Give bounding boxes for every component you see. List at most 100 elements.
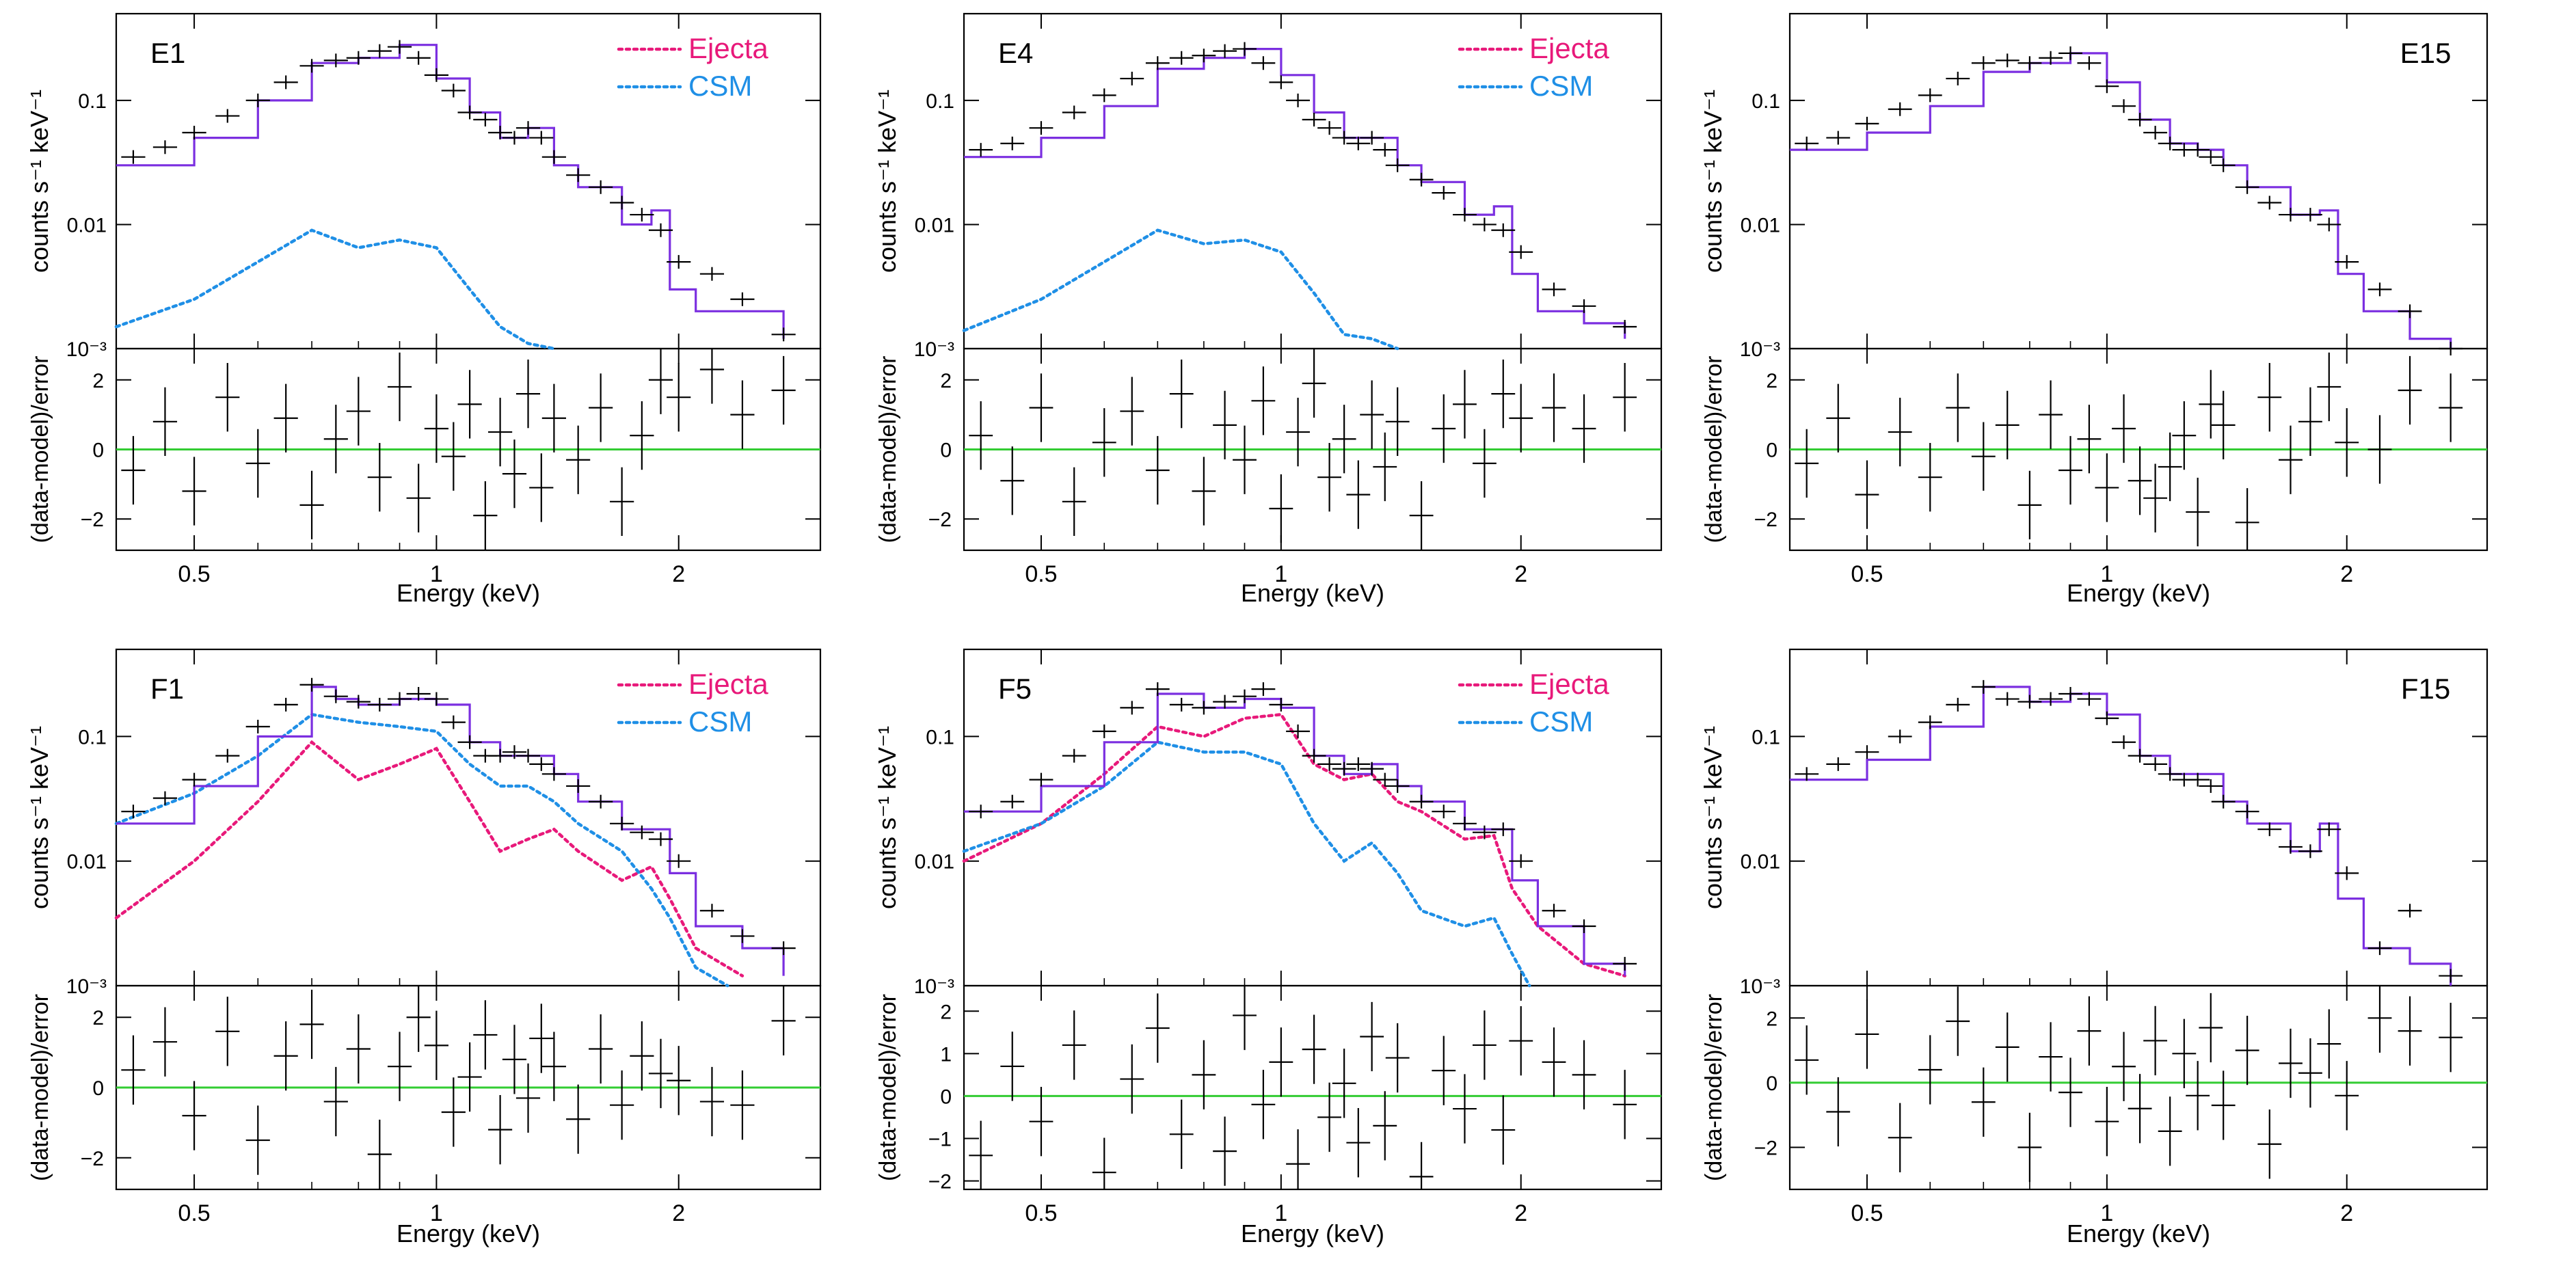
data-point	[1409, 794, 1434, 809]
x-tick-label: 1	[2100, 1200, 2113, 1226]
y-axis-label-top: counts s⁻¹ keV⁻¹	[1699, 90, 1727, 273]
y-tick-label-top: 0.1	[1752, 90, 1780, 113]
series-csm-line	[114, 712, 729, 988]
y-tick-label-top: 0.1	[78, 726, 107, 748]
residual-point	[215, 997, 240, 1066]
residual-point	[441, 422, 466, 491]
x-tick-label: 2	[672, 1200, 685, 1226]
residual-point	[299, 470, 324, 540]
residual-point	[1971, 422, 1996, 491]
data-point	[969, 805, 993, 819]
residual-point	[2279, 425, 2303, 494]
data-point	[1000, 136, 1025, 150]
residual-point	[182, 457, 206, 526]
data-point	[2398, 904, 2422, 918]
data-point	[566, 779, 591, 793]
data-point	[1213, 694, 1237, 709]
legend-label: Ejecta	[688, 32, 768, 64]
data-point	[367, 44, 392, 58]
residual-point	[1029, 1087, 1054, 1157]
residual-point	[1000, 1031, 1025, 1101]
model-step-line	[116, 686, 785, 976]
residual-point	[1360, 380, 1384, 449]
panel-label: F1	[150, 673, 184, 705]
data-point	[1346, 136, 1371, 150]
data-point	[1092, 724, 1116, 738]
residual-point	[2143, 463, 2168, 532]
residual-point	[1062, 467, 1086, 536]
residual-point	[1302, 1014, 1326, 1084]
data-point	[2439, 969, 2463, 983]
data-point	[2095, 711, 2119, 725]
panel-f15: 0.5 1 2 10⁻³ 0.01 0.1 −2 0 2 Energy (keV) counts s…	[1699, 648, 2488, 1247]
x-tick-label: 0.5	[1851, 561, 1883, 587]
residual-point	[2077, 405, 2102, 474]
data-point	[121, 150, 146, 164]
residual-point	[1317, 443, 1342, 512]
data-point	[1432, 186, 1456, 200]
residual-point	[1888, 397, 1912, 467]
residual-point	[2143, 1006, 2168, 1076]
residual-point	[1233, 986, 1257, 1051]
residual-point	[273, 1021, 298, 1091]
data-point	[589, 180, 613, 194]
data-point	[648, 223, 673, 237]
legend-label: CSM	[688, 705, 752, 738]
residual-point	[2158, 432, 2182, 502]
residual-point	[2257, 363, 2282, 432]
residual-point	[529, 1003, 554, 1073]
y-tick-label-bottom: 0	[940, 440, 952, 462]
y-tick-label-bottom: 2	[92, 1007, 104, 1029]
data-point	[2077, 56, 2102, 70]
data-point	[1029, 121, 1054, 135]
data-point	[667, 854, 691, 868]
x-axis-label: Energy (keV)	[2067, 1219, 2210, 1247]
legend-label: CSM	[1529, 70, 1593, 102]
residual-point	[1946, 986, 1970, 1056]
residual-point	[1613, 1070, 1637, 1139]
x-tick-label: 0.5	[1851, 1200, 1883, 1226]
residual-point	[1360, 1001, 1384, 1072]
y-tick-label-top: 10⁻³	[66, 975, 107, 998]
residual-point	[2398, 996, 2422, 1066]
residual-point	[2211, 390, 2236, 460]
residual-point	[1855, 460, 1879, 529]
data-point	[1332, 131, 1356, 145]
residual-frame	[963, 984, 1663, 1191]
residual-point	[1453, 1074, 1477, 1144]
residual-point	[1432, 394, 1456, 463]
data-point	[245, 93, 270, 107]
y-tick-label-top: 0.01	[915, 851, 954, 874]
data-point	[273, 697, 298, 712]
data-point	[215, 748, 240, 763]
residual-point	[1995, 390, 2020, 460]
data-point	[2128, 748, 2152, 763]
x-tick-label: 1	[430, 561, 443, 587]
data-point	[2367, 282, 2392, 297]
data-point	[1826, 757, 1851, 771]
data-point	[2039, 51, 2063, 65]
residual-point	[667, 1046, 691, 1116]
y-tick-label-bottom: −2	[1754, 509, 1777, 531]
y-axis-label-bottom: (data-model)/error	[1701, 356, 1727, 543]
residual-point	[1373, 1091, 1397, 1161]
data-point	[1888, 102, 1912, 116]
residual-point	[1120, 1044, 1144, 1114]
data-point	[2158, 767, 2182, 781]
data-point	[529, 757, 554, 771]
data-point	[2211, 794, 2236, 809]
data-point	[730, 929, 755, 943]
y-tick-label-bottom: 0	[1766, 440, 1777, 462]
data-point	[1145, 682, 1170, 697]
residual-point	[2439, 373, 2463, 442]
residual-point	[1286, 1129, 1310, 1189]
residual-point	[1409, 1142, 1434, 1189]
y-axis-label-bottom: (data-model)/error	[27, 356, 53, 543]
data-point	[1472, 217, 1497, 232]
residual-point	[515, 1063, 541, 1133]
legend-item-csm: CSM	[617, 70, 752, 102]
data-point	[1062, 105, 1086, 120]
panel-e1: 0.5 1 2 10⁻³ 0.01 0.1 −2 0 2 Energy (keV) counts s…	[25, 12, 822, 607]
y-axis-label-bottom: (data-model)/error	[27, 994, 53, 1181]
